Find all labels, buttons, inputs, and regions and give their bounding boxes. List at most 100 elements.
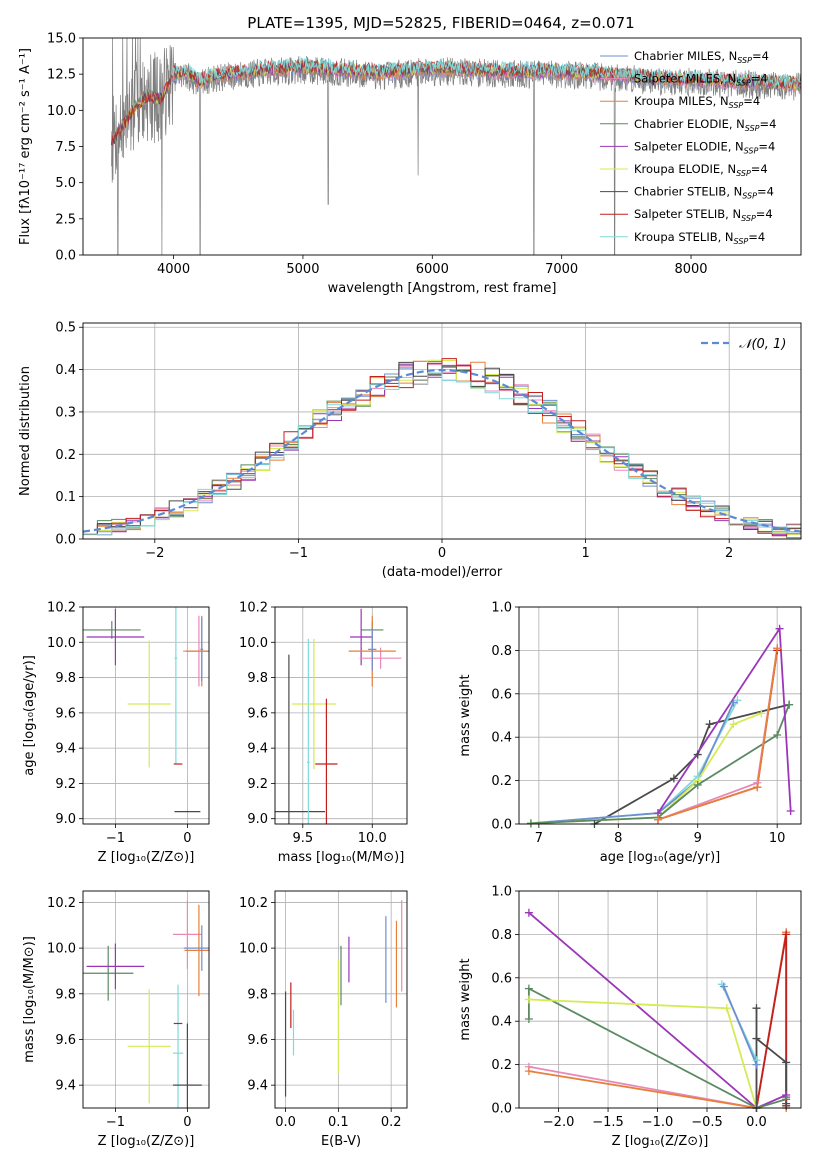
weight-marker xyxy=(773,644,782,653)
y-tick-label: 0.8 xyxy=(491,644,512,659)
x-axis-label: age [log₁₀(age/yr)] xyxy=(600,850,721,865)
y-tick-label: 10.0 xyxy=(239,942,268,957)
x-tick-label: 5000 xyxy=(286,262,319,277)
x-tick-label: −2 xyxy=(145,546,164,561)
weight-marker xyxy=(719,982,728,991)
y-tick-label: 0.0 xyxy=(491,818,512,833)
x-tick-label: 2 xyxy=(725,546,733,561)
x-tick-label: −1.5 xyxy=(592,1115,624,1130)
weight-marker xyxy=(786,806,795,815)
y-tick-label: 10.2 xyxy=(239,896,268,911)
y-tick-label: 9.6 xyxy=(55,1033,76,1048)
panel-age_vs_Z: −1 0 9.0 9.2 9.4 9.6 9.8 10.0 10.2 Z [log₁₀(Z/Z⊙)… xyxy=(22,601,210,865)
x-tick-label: −2.0 xyxy=(543,1115,575,1130)
y-axis-label: mass weight xyxy=(458,958,473,1040)
axes-frame xyxy=(82,37,802,256)
y-tick-label: 0.6 xyxy=(491,971,512,986)
x-tick-label: 10 xyxy=(769,831,786,846)
weight-marker xyxy=(782,1101,791,1110)
y-tick-label: 0.3 xyxy=(55,405,76,420)
plot-area-residuals xyxy=(83,358,801,539)
y-tick-label: 10.2 xyxy=(239,601,268,616)
y-tick-label: 9.2 xyxy=(247,777,268,792)
y-tick-label: 15.0 xyxy=(47,32,76,47)
weight-line xyxy=(530,712,762,824)
x-tick-label: 0 xyxy=(183,1115,191,1130)
x-tick-label: −0.5 xyxy=(691,1115,723,1130)
weight-line xyxy=(528,987,787,1108)
y-axis-label: mass weight xyxy=(458,674,473,756)
axes-frame xyxy=(82,606,210,825)
y-tick-label: 7.5 xyxy=(55,140,76,155)
spectrum-model-line-8 xyxy=(171,56,801,87)
x-tick-label: −1 xyxy=(106,831,125,846)
y-tick-label: 0.6 xyxy=(491,687,512,702)
plot-area-mass_vs_Z xyxy=(83,900,209,1108)
x-tick-label: 9 xyxy=(694,831,702,846)
y-axis-label: age [log₁₀(age/yr)] xyxy=(22,655,37,776)
weight-marker xyxy=(773,731,782,740)
weight-marker xyxy=(669,774,678,783)
x-tick-label: −1 xyxy=(106,1115,125,1130)
x-tick-label: 1 xyxy=(581,546,589,561)
x-tick-label: 0 xyxy=(183,831,191,846)
y-tick-label: 0.8 xyxy=(491,928,512,943)
y-tick-label: 9.8 xyxy=(55,987,76,1002)
legend-entry: Kroupa MILES, NSSP=4 xyxy=(634,94,760,110)
weight-marker xyxy=(705,720,714,729)
y-tick-label: 9.4 xyxy=(55,742,76,757)
weight-marker xyxy=(782,1058,791,1067)
panel-mass_vs_EBV: 0.0 0.1 0.2 9.4 9.6 9.8 10.0 10.2 E(B-V) xyxy=(239,890,408,1149)
weight-marker xyxy=(729,720,738,729)
y-tick-label: 9.2 xyxy=(55,777,76,792)
weight-marker xyxy=(782,930,791,939)
y-tick-label: 9.6 xyxy=(247,1033,268,1048)
x-tick-label: 6000 xyxy=(416,262,449,277)
panel-residuals: −2 −1 0 1 2 0.0 0.1 0.2 0.3 0.4 0.5 (data-model)/er… xyxy=(18,321,802,580)
x-axis-label: E(B-V) xyxy=(321,1134,361,1149)
y-tick-label: 10.0 xyxy=(47,942,76,957)
axes-frame xyxy=(274,606,408,825)
y-tick-label: 9.4 xyxy=(55,1079,76,1094)
y-tick-label: 0.1 xyxy=(55,490,76,505)
y-tick-label: 2.5 xyxy=(55,212,76,227)
x-tick-label: −1 xyxy=(289,546,308,561)
y-tick-label: 9.8 xyxy=(247,987,268,1002)
y-tick-label: 0.4 xyxy=(55,363,76,378)
y-tick-label: 12.5 xyxy=(47,68,76,83)
histogram-step-7 xyxy=(83,358,801,537)
x-axis-label: Z [log₁₀(Z/Z⊙)] xyxy=(612,1134,709,1149)
weight-line xyxy=(722,986,758,1065)
plot-area-age_vs_mass xyxy=(275,608,402,824)
x-tick-label: 0.1 xyxy=(328,1115,349,1130)
y-tick-label: 10.0 xyxy=(47,636,76,651)
x-tick-label: 7 xyxy=(535,831,543,846)
y-tick-label: 0.5 xyxy=(55,321,76,336)
y-tick-label: 0.2 xyxy=(55,448,76,463)
legend-entry: Kroupa STELIB, NSSP=4 xyxy=(634,230,765,246)
y-tick-label: 10.2 xyxy=(47,601,76,616)
weight-marker xyxy=(785,700,794,709)
legend-entry: Salpeter MILES, NSSP=4 xyxy=(634,72,768,88)
legend-entry: Salpeter STELIB, NSSP=4 xyxy=(634,207,773,223)
weight-marker xyxy=(775,624,784,633)
plot-area-spectrum xyxy=(111,38,801,255)
y-tick-label: 9.8 xyxy=(55,671,76,686)
y-tick-label: 9.6 xyxy=(55,706,76,721)
weight-marker xyxy=(693,750,702,759)
legend-entry: Chabrier MILES, NSSP=4 xyxy=(634,49,769,65)
weight-marker xyxy=(654,815,663,824)
x-axis-label: Z [log₁₀(Z/Z⊙)] xyxy=(98,1134,195,1149)
panel-mass_vs_Z: −1 0 9.4 9.6 9.8 10.0 10.2 Z [log₁₀(Z/Z⊙)] mass … xyxy=(22,890,210,1149)
y-tick-label: 9.8 xyxy=(247,671,268,686)
x-tick-label: 8 xyxy=(614,831,622,846)
y-tick-label: 1.0 xyxy=(491,601,512,616)
legend-entry: Chabrier ELODIE, NSSP=4 xyxy=(634,117,776,133)
y-tick-label: 0.0 xyxy=(55,249,76,264)
y-tick-label: 0.2 xyxy=(491,1058,512,1073)
x-tick-label: 0 xyxy=(438,546,446,561)
plot-area-weight_vs_age xyxy=(530,625,792,824)
weight-marker xyxy=(753,783,762,792)
legend-entry: Salpeter ELODIE, NSSP=4 xyxy=(634,139,775,155)
normal-reference-curve xyxy=(83,368,801,533)
